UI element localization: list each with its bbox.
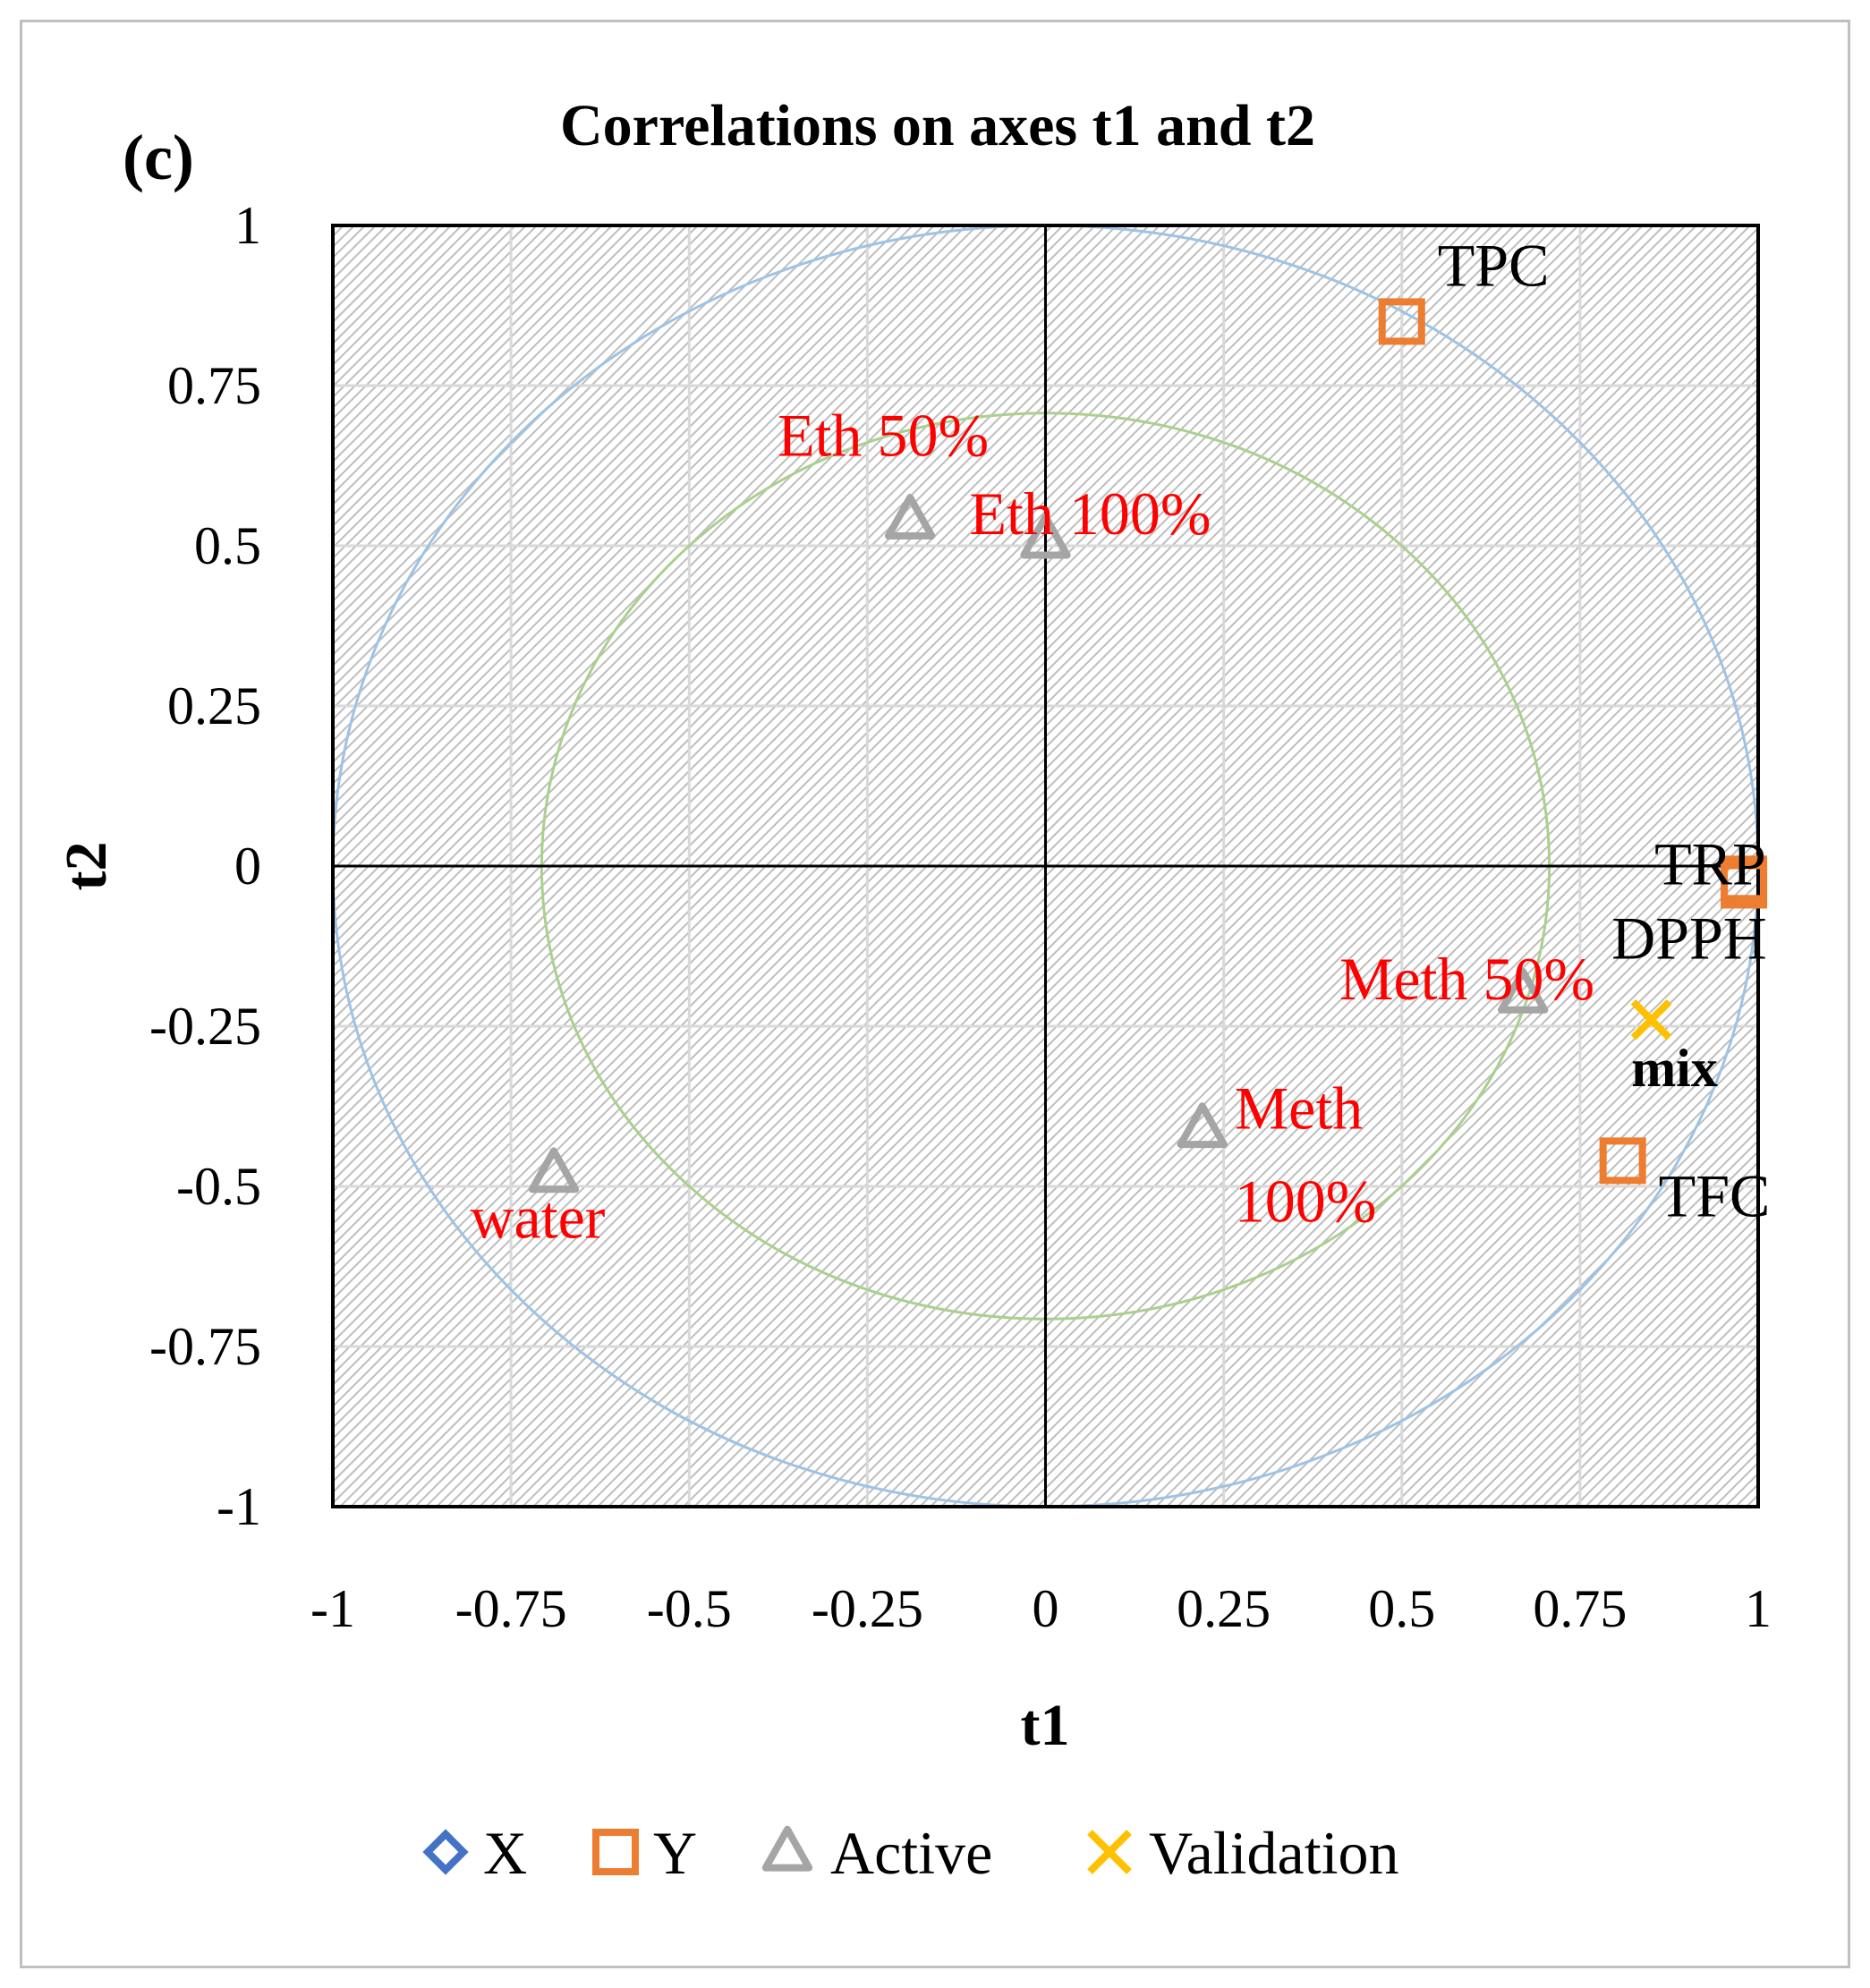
x-tick-label: 0.5 — [1368, 1579, 1435, 1638]
point-label-line: Meth — [1235, 1075, 1364, 1143]
y-tick-label: -1 — [217, 1477, 261, 1536]
point-validation-mix — [1630, 999, 1672, 1041]
legend-label-active: Active — [830, 1819, 992, 1887]
y-axis-label: t2 — [54, 842, 119, 891]
point-active-eth-50- — [884, 494, 936, 539]
x-tick-label: -0.5 — [647, 1579, 732, 1638]
point-y-tfc — [1599, 1137, 1646, 1185]
x-stroke — [1087, 1830, 1132, 1874]
point-label: DPPH — [1611, 904, 1767, 972]
point-label: water — [470, 1184, 605, 1252]
y-tick-label: -0.25 — [149, 997, 261, 1056]
data-points — [528, 298, 1768, 1194]
point-label-line: 100% — [1235, 1168, 1377, 1236]
point-label: mix — [1631, 1039, 1718, 1098]
x-tick-labels: -1 -0.75 -0.5 -0.25 0 0.25 0.5 0.75 1 — [310, 1579, 1772, 1638]
legend-marker-active — [761, 1825, 813, 1872]
legend: X Y Active Validation — [422, 1819, 1399, 1887]
zero-axes — [333, 225, 1758, 1507]
point-label: TRP — [1654, 829, 1766, 897]
point-label: TFC — [1659, 1161, 1771, 1229]
x-stroke — [1630, 999, 1672, 1041]
point-y-tpc — [1378, 298, 1425, 345]
legend-marker-y — [592, 1829, 639, 1875]
y-tick-label: 0 — [234, 837, 261, 896]
point-active-water — [528, 1147, 580, 1194]
point-label: Meth 50% — [1339, 945, 1594, 1013]
legend-label-y: Y — [653, 1819, 697, 1887]
x-tick-label: 1 — [1745, 1579, 1772, 1638]
point-y-dpph — [1721, 862, 1768, 909]
panel-label: (c) — [123, 122, 194, 193]
y-tick-label: 0.25 — [167, 676, 261, 735]
y-tick-label: 0.75 — [167, 356, 261, 415]
legend-marker-validation — [1087, 1830, 1132, 1874]
point-active-meth-50- — [1497, 967, 1549, 1014]
legend-label-x: X — [483, 1819, 527, 1887]
x-tick-label: 0 — [1033, 1579, 1059, 1638]
point-active-eth-100- — [1020, 513, 1071, 559]
point-label: Eth 50% — [778, 401, 989, 469]
x-tick-label: -0.25 — [812, 1579, 923, 1638]
x-axis-label: t1 — [1021, 1693, 1070, 1758]
y-tick-label: -0.5 — [176, 1157, 261, 1216]
x-tick-label: -1 — [310, 1579, 355, 1638]
point-labels: TPC TRP DPPH TFC Eth 50% Eth 100% Meth 50% Meth… — [470, 231, 1770, 1251]
chart-title: Correlations on axes t1 and t2 — [560, 93, 1315, 158]
point-label: TPC — [1438, 231, 1550, 299]
y-tick-labels: -1 -0.75 -0.5 -0.25 0 0.25 0.5 0.75 1 — [149, 196, 261, 1536]
y-tick-label: 1 — [234, 196, 261, 255]
point-active-meth-100- — [1177, 1102, 1228, 1149]
y-tick-label: 0.5 — [194, 516, 261, 575]
y-tick-label: -0.75 — [149, 1317, 261, 1376]
legend-label-validation: Validation — [1149, 1819, 1399, 1887]
legend-marker-x — [422, 1829, 469, 1875]
point-label: Eth 100% — [969, 480, 1211, 548]
x-tick-label: 0.25 — [1177, 1579, 1271, 1638]
x-tick-label: -0.75 — [455, 1579, 567, 1638]
point-label: Meth 100% — [1235, 1075, 1377, 1236]
x-tick-label: 0.75 — [1533, 1579, 1627, 1638]
